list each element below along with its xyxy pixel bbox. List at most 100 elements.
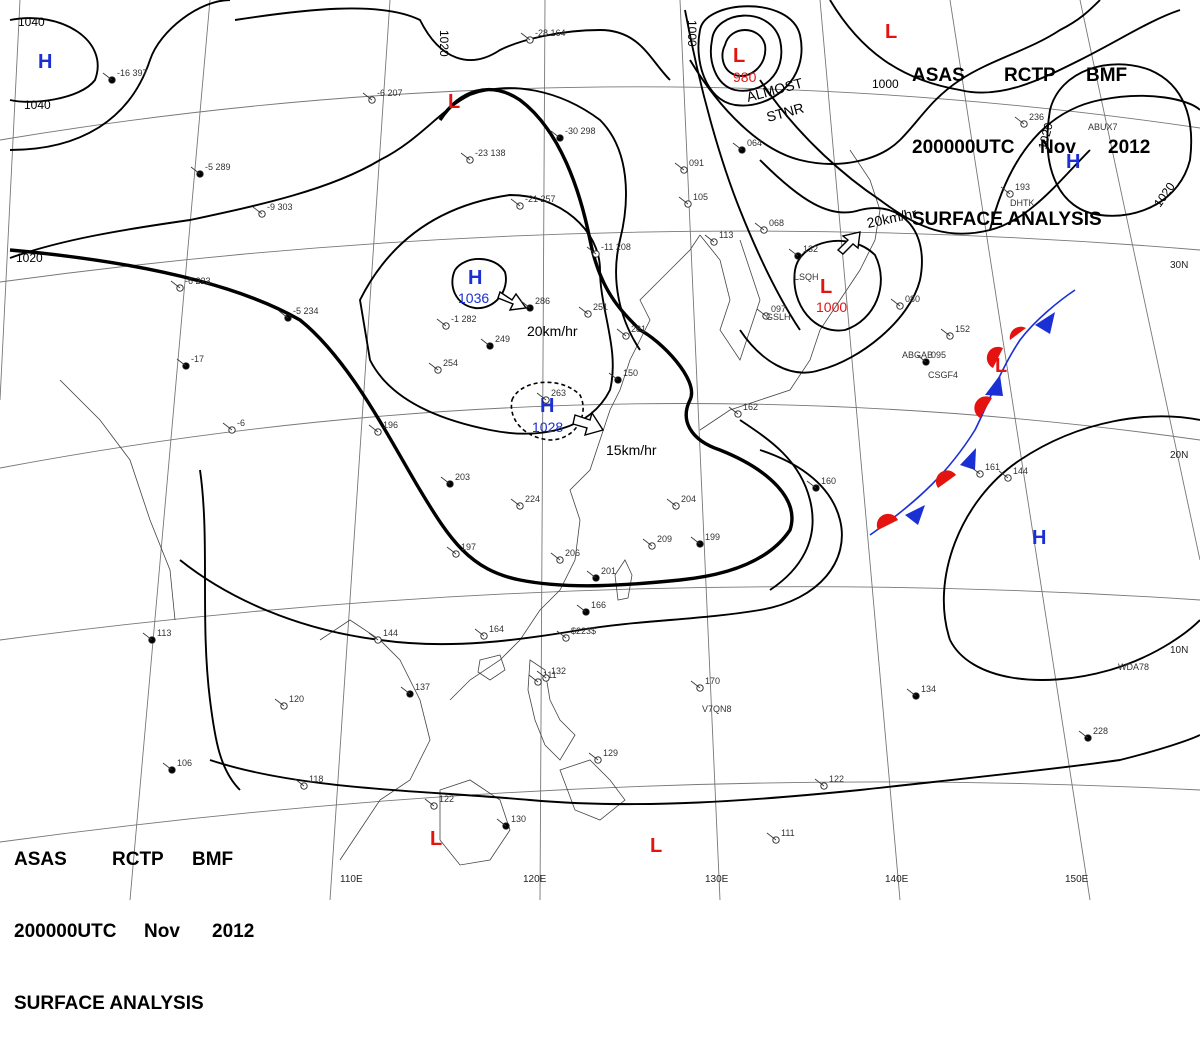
station-obs-label: 236	[1029, 112, 1044, 122]
station-obs-label: 162	[743, 402, 758, 412]
isobar-inner-center	[359, 194, 614, 435]
warm-front-half-3	[974, 396, 992, 418]
isobar-outer-nw	[9, 0, 231, 151]
low-center-ne-corner: L	[885, 21, 897, 43]
lat-label-20n: 20N	[1170, 450, 1188, 461]
low-center-north: L	[448, 91, 460, 113]
title-time: 200000UTC	[912, 137, 1015, 158]
station-obs-label: -6 223	[185, 276, 211, 286]
isobar-east-low-outer	[759, 79, 1091, 235]
station-obs-label: 197	[461, 542, 476, 552]
wind-barb	[690, 680, 701, 689]
china-coast	[449, 234, 701, 701]
wind-barb	[480, 338, 491, 347]
title-type-bl: SURFACE ANALYSIS	[14, 993, 204, 1014]
wind-barb	[674, 162, 685, 171]
isobar-1020-east-outer	[989, 94, 1200, 231]
station-obs-label: 132	[803, 244, 818, 254]
lon-label-150e: 150E	[1065, 874, 1089, 885]
isobar-label-1040-top: 1040	[18, 15, 45, 29]
station-obs-label: -5 289	[205, 162, 231, 172]
title-year: 2012	[1108, 137, 1151, 158]
isobar-label-1020-east-a: 1020	[1035, 121, 1056, 151]
wind-barb	[576, 604, 587, 613]
pressure-centers: H H 1036 H 1028 H H L L 980 L 1000 L L L…	[38, 21, 1080, 857]
station-obs-label: 254	[443, 358, 458, 368]
latitude-line-10n	[0, 586, 1200, 641]
isobar-label-1000-east: 1000	[872, 77, 899, 91]
indochina-coast	[319, 619, 431, 861]
wind-barb	[1000, 186, 1011, 195]
ship-id-label: ABGAB	[902, 350, 933, 360]
station-obs-label: 164	[489, 624, 504, 634]
title-product: ASAS	[912, 65, 965, 86]
wind-barb	[274, 698, 285, 707]
cold-front-tri-4	[1035, 312, 1055, 334]
station-obs-label: -1 282	[451, 314, 477, 324]
title-line-1: ASAS RCTP BMF	[912, 64, 1150, 88]
wind-barb	[536, 392, 547, 401]
title-center-bl: BMF	[192, 849, 234, 870]
ship-id-label: GSLH	[766, 312, 791, 322]
wind-barb	[578, 306, 589, 315]
warm-front-half-2	[935, 470, 956, 488]
isobar-label-1040-bottom: 1040	[24, 98, 51, 112]
station-obs-label: 134	[921, 684, 936, 694]
station-obs-label: 137	[415, 682, 430, 692]
isobar-east-trough	[739, 159, 923, 374]
wind-barb	[474, 628, 485, 637]
station-obs-label: 122	[439, 794, 454, 804]
motion-text-1028: 15km/hr	[606, 442, 657, 458]
wind-barb	[142, 632, 153, 641]
station-obs-label: -9 303	[267, 202, 293, 212]
station-obs-label: 281	[631, 324, 646, 334]
wind-barb	[400, 686, 411, 695]
high-center-1036: H	[468, 267, 482, 289]
warm-front-half-5	[986, 346, 1003, 368]
wind-barb	[446, 546, 457, 555]
isobar-980-inner	[721, 29, 767, 77]
wind-barb	[806, 480, 817, 489]
station-obs-label: -16 397	[117, 68, 148, 78]
station-obs-label: -6 207	[377, 88, 403, 98]
longitude-line-130e	[679, 0, 721, 900]
station-obs-label: 111	[781, 828, 795, 838]
wind-barb	[550, 130, 561, 139]
wind-barb	[608, 372, 619, 381]
high-center-nw: H	[38, 51, 52, 73]
low-center-980-value: 980	[733, 69, 757, 85]
wind-barb	[510, 198, 521, 207]
wind-barb	[788, 248, 799, 257]
isobar-label-1000-north: 1000	[685, 20, 699, 47]
longitude-line-90e	[0, 0, 21, 401]
wind-barb	[916, 354, 927, 363]
india-coast	[59, 379, 176, 621]
station-obs-label: -28 164	[535, 28, 566, 38]
station-obs-label: 209	[657, 534, 672, 544]
station-obs-label: -17	[191, 354, 204, 364]
title-block-bottom-left: ASAS RCTP BMF 200000UTC Nov 2012 SURFACE…	[14, 800, 254, 1040]
wind-barb	[162, 762, 173, 771]
station-obs-label: 064	[747, 138, 762, 148]
wind-barb	[814, 778, 825, 787]
station-obs-label: 203	[455, 472, 470, 482]
high-center-ne: H	[1066, 151, 1080, 173]
low-center-980: L	[733, 45, 745, 67]
isobar-east-wide	[829, 0, 1181, 94]
wind-barb	[222, 422, 233, 431]
wind-barb	[102, 72, 113, 81]
wind-barb	[170, 280, 181, 289]
station-obs-label: 193	[1015, 182, 1030, 192]
title-line-3: SURFACE ANALYSIS	[912, 208, 1150, 232]
station-obs-label: 170	[705, 676, 720, 686]
wind-barb	[1014, 116, 1025, 125]
isobar-southern-long	[209, 734, 1200, 806]
title-line-1-bl: ASAS RCTP BMF	[14, 848, 254, 872]
latitude-line-30n	[0, 230, 1200, 283]
station-obs-label: 166	[591, 600, 606, 610]
station-obs-label: 132	[551, 666, 566, 676]
wind-barb	[940, 328, 951, 337]
ship-id-label: WDA78	[1118, 662, 1149, 672]
warm-front-half-1	[876, 513, 898, 530]
ship-id-label: DHTK	[1010, 198, 1035, 208]
